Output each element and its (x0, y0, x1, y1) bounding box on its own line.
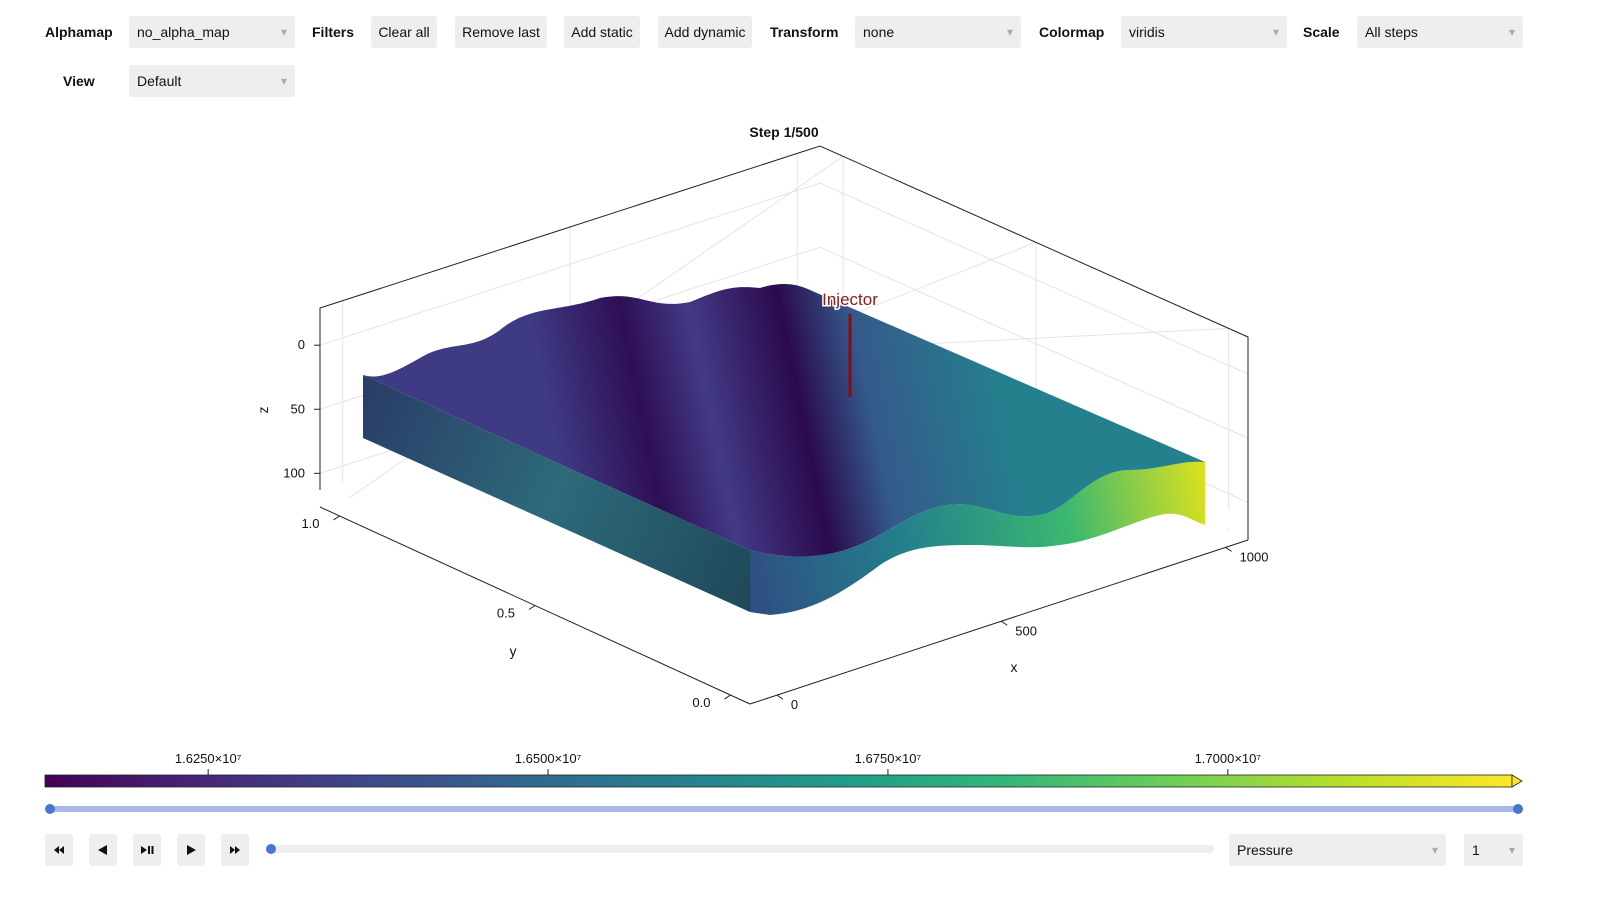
z-tick-label: 100 (283, 465, 305, 480)
x-axis (749, 539, 1249, 705)
dropdown[interactable]: no_alpha_map (129, 16, 295, 48)
tick-mark (724, 694, 731, 700)
ticks: 0 500 1000 0.0 0.5 1.0 0 50 100 1.6250×10⁷ 1.6500×… (175, 337, 1269, 775)
y-tick-label: 0.0 (692, 695, 710, 710)
range-handle[interactable] (45, 804, 55, 814)
tick-mark (776, 694, 784, 700)
well-label: Injector (822, 290, 878, 309)
button[interactable]: Add dynamic (658, 16, 752, 48)
grid (319, 153, 1249, 532)
colorbar-extend (1511, 774, 1523, 788)
colorbar-tick-label: 1.6250×10⁷ (175, 751, 242, 766)
x-axis-label: x (1011, 659, 1018, 675)
grid-line (319, 182, 1249, 375)
range-handle[interactable] (1513, 804, 1523, 814)
label: Filters (312, 24, 355, 40)
x-tick-label: 500 (1015, 623, 1037, 638)
tick-mark (1000, 620, 1008, 626)
play-button[interactable] (177, 834, 205, 866)
x-tick-label: 0 (791, 697, 798, 712)
label: Scale (1303, 24, 1340, 40)
icon (187, 845, 196, 855)
top-surface (363, 284, 1205, 557)
front-face (363, 375, 750, 612)
tick-mark (1225, 546, 1232, 552)
grid-line (837, 351, 840, 355)
step-dropdown[interactable]: 1 (1464, 834, 1523, 866)
z-tick-label: 0 (298, 337, 305, 352)
icon (141, 846, 154, 854)
y-axis-label: y (510, 643, 517, 659)
x-tick-label: 1000 (1240, 549, 1269, 564)
variable-dropdown[interactable]: Pressure (1229, 834, 1446, 866)
icon (98, 845, 107, 855)
colorbar-tick-label: 1.6750×10⁷ (855, 751, 922, 766)
grid-line (348, 155, 844, 499)
label: Alphamap (45, 24, 113, 40)
colorbar (44, 774, 1513, 788)
icon (230, 846, 240, 854)
tick-mark (333, 515, 340, 521)
play-pause-button[interactable] (133, 834, 161, 866)
button[interactable]: Clear all (371, 16, 437, 48)
y-tick-label: 0.5 (497, 606, 515, 621)
button[interactable]: Remove last (455, 16, 547, 48)
colorbar-tick-label: 1.6500×10⁷ (515, 751, 582, 766)
dropdown[interactable]: viridis (1121, 16, 1287, 48)
icon (54, 846, 64, 854)
dropdown[interactable]: All steps (1357, 16, 1523, 48)
dropdown[interactable]: none (855, 16, 1021, 48)
label: Transform (770, 24, 839, 40)
y-axis (319, 506, 751, 705)
grid-line (319, 246, 1249, 439)
grid-line (319, 310, 1249, 503)
axes-box (319, 145, 1249, 705)
button[interactable]: Add static (564, 16, 640, 48)
right-face (750, 461, 1205, 615)
rewind-button[interactable] (45, 834, 73, 866)
fast-forward-button[interactable] (221, 834, 249, 866)
step-handle[interactable] (266, 844, 276, 854)
tick-mark (528, 605, 536, 610)
label: Colormap (1039, 24, 1105, 40)
dropdown[interactable]: Default (129, 65, 295, 97)
reservoir (363, 284, 1205, 615)
box-edge (319, 145, 1249, 540)
plot-title: Step 1/500 (749, 124, 818, 140)
grid-line (573, 241, 1037, 425)
z-axis-label: z (255, 407, 271, 414)
y-tick-label: 1.0 (301, 516, 319, 531)
z-tick-label: 50 (291, 401, 305, 416)
step-back-button[interactable] (89, 834, 117, 866)
grid-line (797, 327, 1229, 351)
label: View (63, 73, 95, 89)
colorbar-tick-label: 1.7000×10⁷ (1195, 751, 1262, 766)
